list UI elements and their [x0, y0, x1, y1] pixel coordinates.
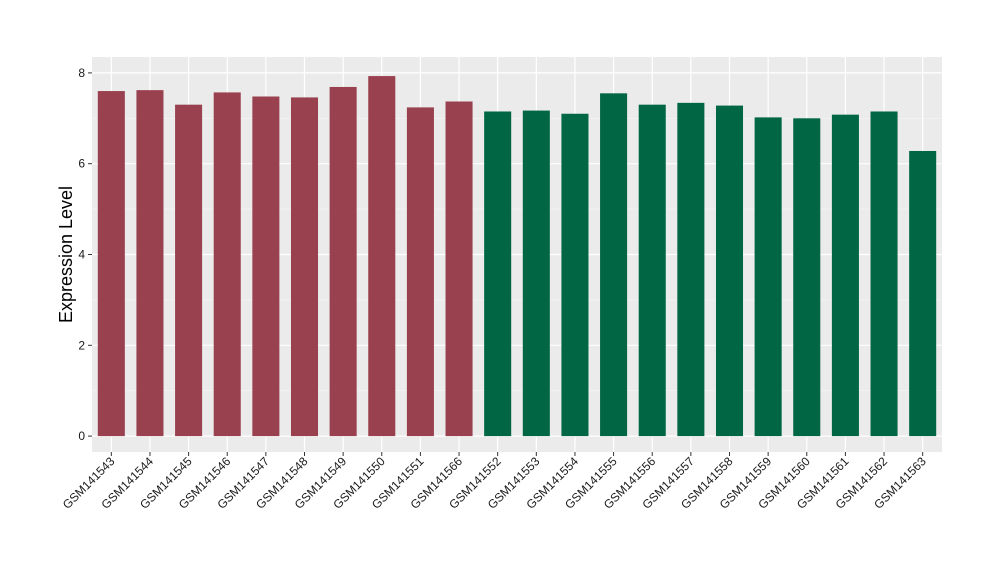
y-axis-title: Expression Level — [56, 186, 76, 323]
bar-gsm141548 — [290, 97, 319, 437]
y-axis: 0 2 4 6 8 — [78, 66, 92, 443]
bar-gsm141543 — [97, 91, 125, 437]
bar-gsm141558 — [715, 105, 744, 437]
bar-gsm141553 — [522, 110, 550, 437]
y-tick-label: 2 — [78, 338, 85, 352]
bar-gsm141563 — [909, 150, 937, 437]
bar-gsm141552 — [484, 111, 512, 437]
bar-gsm141545 — [175, 104, 203, 437]
bar-gsm141546 — [213, 92, 241, 437]
bar-gsm141555 — [600, 93, 628, 437]
bar-gsm141557 — [677, 102, 705, 437]
bar-gsm141547 — [252, 96, 280, 437]
y-tick-label: 4 — [78, 248, 85, 262]
bar-gsm141561 — [831, 114, 859, 437]
bar-gsm141549 — [329, 86, 357, 437]
bar-gsm141560 — [793, 118, 821, 437]
bars — [97, 76, 937, 437]
bar-gsm141562 — [870, 111, 898, 437]
bar-gsm141554 — [561, 113, 589, 437]
y-tick-label: 6 — [78, 157, 85, 171]
bar-gsm141556 — [638, 104, 666, 437]
bar-gsm141566 — [445, 101, 473, 437]
bar-gsm141551 — [406, 107, 434, 437]
y-tick-label: 0 — [78, 429, 85, 443]
x-axis: GSM141543GSM141544GSM141545GSM141546GSM1… — [60, 452, 929, 512]
y-tick-label: 8 — [78, 66, 85, 80]
bar-gsm141550 — [368, 76, 396, 437]
bar-gsm141559 — [754, 117, 782, 437]
bar-gsm141544 — [136, 90, 164, 437]
